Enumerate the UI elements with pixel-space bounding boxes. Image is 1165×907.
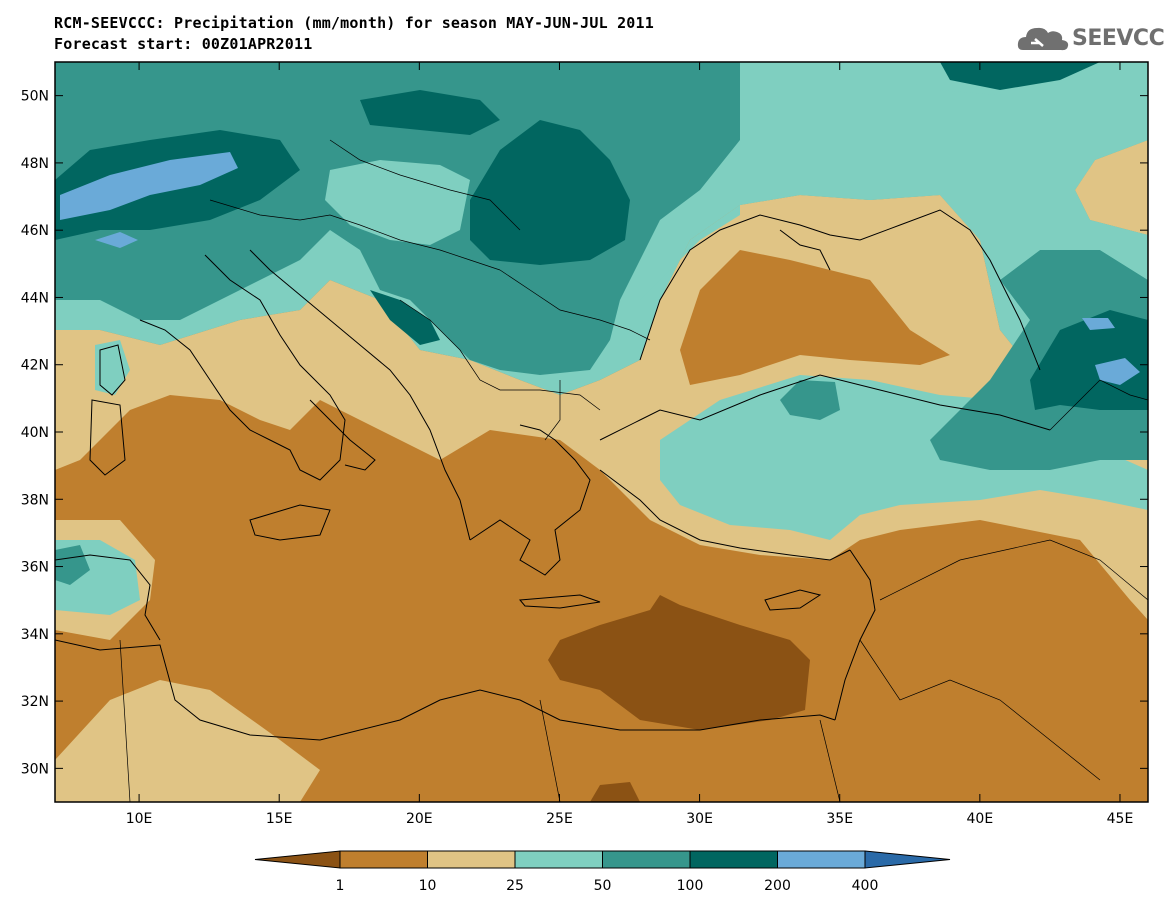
field-50-100 [930,250,1148,470]
lat-tick-label: 40N [21,425,49,441]
lat-tick-label: 44N [21,290,49,306]
field-10-25 [1075,140,1148,235]
colorbar-box [427,850,516,869]
colorbar-box [777,850,866,869]
seevccc-logo: SEEVCCC [1017,22,1165,56]
cloud-logo-icon [1017,27,1069,51]
colorbar-label: 1 [336,878,345,894]
lon-tick-label: 35E [826,811,853,827]
field-200-400 [1082,318,1115,330]
country-borders [119,139,1148,802]
longitude-ticks: 10E 15E 20E 25E 30E 35E 40E 45E [126,62,1134,827]
lat-tick-label: 34N [21,627,49,643]
lat-tick-label: 50N [21,89,49,105]
field-100-200 [370,290,440,345]
field-50-100 [780,380,840,420]
field-100-200 [470,120,630,265]
lat-tick-label: 30N [21,761,49,777]
lon-tick-label: 15E [266,811,293,827]
logo-text: SEEVCCC [1072,26,1165,51]
field-25-50 [55,300,100,420]
lon-tick-label: 20E [406,811,433,827]
lon-tick-label: 40E [967,811,994,827]
colorbar-label: 10 [419,878,437,894]
colorbar-label: 50 [594,878,612,894]
field-25-50 [95,340,130,395]
colorbar-box [339,850,428,869]
lon-tick-label: 30E [686,811,713,827]
lon-tick-label: 45E [1107,811,1134,827]
lon-tick-label: 25E [546,811,573,827]
field-below-1 [590,782,640,802]
field-200-400 [1095,358,1140,385]
colorbar-label: 25 [506,878,524,894]
lon-tick-label: 10E [126,811,153,827]
lat-tick-label: 42N [21,358,49,374]
lat-tick-label: 48N [21,156,49,172]
colorbar-label: 400 [852,878,879,894]
precipitation-field [55,62,1148,802]
field-1-10 [680,250,950,385]
map-title: RCM-SEEVCCC: Precipitation (mm/month) fo… [54,14,654,32]
field-200-400 [60,152,238,220]
field-10-25 [55,680,320,802]
lat-tick-label: 46N [21,223,49,239]
field-25-50 [325,160,470,245]
field-200-400 [95,232,138,248]
colorbar-box [689,850,778,869]
colorbar-label: 100 [677,878,704,894]
colorbar-low-triangle [254,850,341,869]
lat-tick-label: 32N [21,694,49,710]
forecast-start-label: Forecast start: 00Z01APR2011 [54,35,313,53]
colorbar-high-triangle [864,850,951,869]
lat-tick-label: 36N [21,560,49,576]
field-50-100 [55,545,90,585]
lat-tick-label: 38N [21,492,49,508]
field-below-1 [548,595,810,730]
colorbar-box [602,850,691,869]
field-100-200 [360,90,500,135]
colorbar-box [514,850,603,869]
coastlines [55,209,1051,741]
field-100-200 [1030,310,1148,410]
colorbar-label: 200 [764,878,791,894]
latitude-ticks: 50N 48N 46N 44N 42N 40N 38N 36N 34N 32N 30N [21,89,1148,777]
field-25-50 [640,62,1148,300]
